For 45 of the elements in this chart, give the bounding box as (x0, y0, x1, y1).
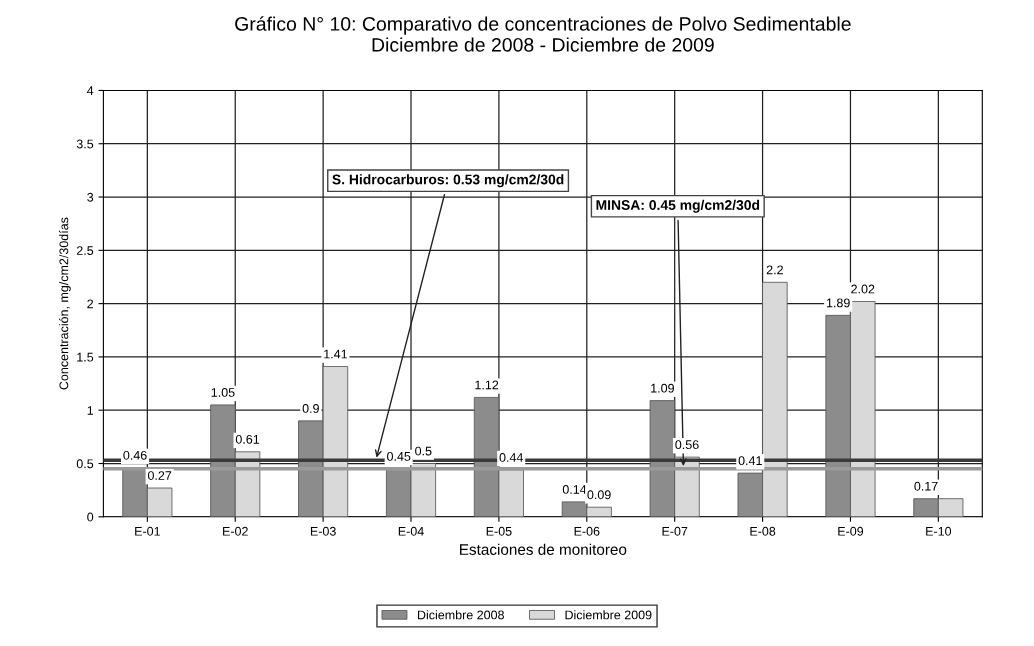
data-label: 0.09 (587, 490, 611, 500)
x-tick-label: E-10 (926, 526, 952, 536)
data-label: 0.45 (387, 451, 411, 461)
data-label: 0.27 (147, 471, 172, 480)
x-tick-label: E-09 (838, 526, 864, 536)
y-tick-label: 2.5 (76, 246, 94, 255)
x-axis-title: Estaciones de monitoreo (460, 543, 627, 555)
x-tick-label: E-07 (662, 526, 688, 536)
legend-label: Diciembre 2009 (565, 610, 652, 620)
legend-label: Diciembre 2008 (417, 610, 504, 620)
data-label: 0.5 (415, 446, 432, 456)
y-tick-label: 0.5 (76, 459, 94, 469)
x-tick-label: E-01 (135, 526, 160, 536)
data-label: 2.02 (851, 284, 875, 294)
chart-title: Gráfico N° 10: Comparativo de concentraciones de Polvo Sedimentable Diciembre de 2008 - Diciembre de 2009 (235, 16, 851, 52)
data-label: 1.89 (826, 298, 850, 308)
data-label: 1.09 (651, 383, 674, 393)
x-tick-label: E-04 (398, 526, 424, 536)
data-label: 0.17 (914, 481, 938, 491)
data-label: 0.56 (675, 440, 699, 450)
y-tick-label: 0 (87, 512, 94, 522)
x-tick-label: E-06 (574, 526, 600, 536)
data-label: 0.61 (235, 434, 260, 444)
y-axis-title: Concentración, mg/cm2/30días (58, 217, 71, 390)
x-tick-label: E-08 (750, 526, 776, 536)
ref-line-label: MINSA: 0.45 mg/cm2/30d (596, 199, 760, 213)
y-tick-label: 2 (87, 299, 94, 309)
data-label: 0.44 (499, 453, 524, 462)
data-label: 0.9 (302, 403, 319, 413)
ref-line-label: S. Hidrocarburos: 0.53 mg/cm2/30d (332, 174, 564, 188)
data-label: 2.2 (766, 265, 783, 275)
data-label: 1.12 (475, 380, 499, 390)
y-tick-label: 3 (87, 192, 94, 202)
data-label: 0.46 (123, 450, 147, 460)
y-tick-label: 4 (87, 86, 94, 95)
data-label: 0.41 (738, 456, 762, 466)
y-tick-label: 3.5 (76, 139, 94, 149)
y-tick-label: 1 (87, 406, 94, 415)
data-label: 1.41 (324, 349, 347, 359)
x-tick-label: E-02 (223, 526, 248, 536)
data-label: 1.05 (211, 388, 235, 397)
x-tick-label: E-03 (310, 526, 336, 536)
data-label: 0.14 (562, 485, 587, 494)
x-tick-label: E-05 (486, 526, 512, 536)
y-tick-label: 1.5 (77, 352, 94, 362)
